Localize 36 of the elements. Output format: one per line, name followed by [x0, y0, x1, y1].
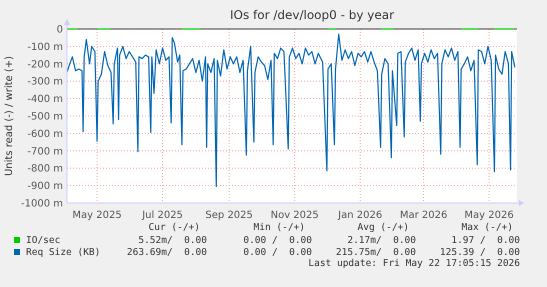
text: 2.17m/ 0.00	[347, 235, 416, 246]
text: 0.00 / 0.00	[243, 247, 312, 258]
x-tick-label: Nov 2025	[270, 210, 319, 221]
y-axis-title: Units read (-) / write (+)	[4, 56, 15, 176]
y-tick-label: -300 m	[27, 76, 63, 88]
y-tick-label: -800 m	[27, 164, 63, 175]
text: Min (-/+)	[254, 222, 305, 233]
text: 1.97 / 0.00	[451, 235, 520, 246]
y-tick-label: -500 m	[27, 112, 63, 122]
text: Cur (-/+)	[148, 222, 200, 233]
y-tick-label: -400 m	[27, 94, 63, 106]
x-tick-label: May 2025	[72, 210, 122, 221]
x-tick-label: Jan 2026	[337, 210, 382, 221]
text: 125.39 / 0.00	[440, 247, 520, 258]
text: 0.00 / 0.00	[243, 235, 312, 246]
line-series	[66, 34, 516, 188]
text: 5.52m/ 0.00	[138, 235, 208, 246]
y-tick-label: -700 m	[27, 146, 63, 158]
text: Avg (-/+)	[358, 222, 409, 233]
text: Max (-/+)	[462, 222, 513, 233]
text: Last update: Fri May 22 17:05:15 2026	[308, 258, 520, 269]
y-tick-label: -200 m	[27, 59, 63, 70]
y-tick-label: 0	[56, 24, 63, 36]
y-tick-label: -900 m	[27, 181, 63, 192]
text: 215.75m/ 0.00	[336, 247, 416, 258]
text: 263.69m/ 0.00	[126, 247, 208, 258]
chart-title: IOs for /dev/loop0 - by year	[230, 8, 394, 22]
y-tick-label: -600 m	[27, 128, 63, 140]
x-tick-label: May 2026	[464, 210, 514, 221]
x-tick-label: Jul 2025	[141, 210, 183, 221]
legend-label: Req Size (KB)	[26, 247, 100, 258]
legend-label: IO/sec	[26, 235, 60, 246]
y-tick-label: -100 m	[27, 42, 63, 53]
y-tick-label: -1000 m	[21, 198, 63, 210]
x-tick-label: Sep 2025	[205, 210, 253, 221]
x-tick-label: Mar 2026	[400, 210, 448, 221]
